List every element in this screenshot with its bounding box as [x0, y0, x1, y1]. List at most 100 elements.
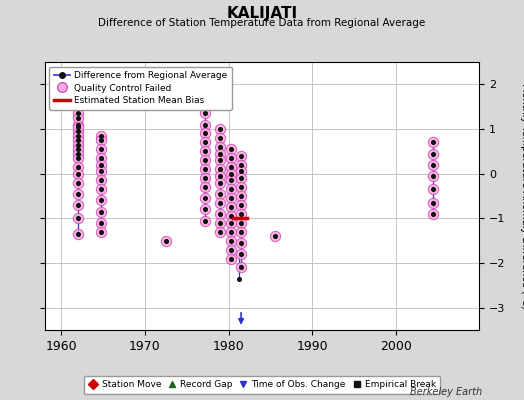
Point	[237, 202, 245, 208]
Point	[161, 238, 170, 244]
Point	[74, 137, 82, 143]
Point	[74, 150, 82, 157]
Point	[201, 217, 209, 224]
Point	[237, 168, 245, 175]
Point	[227, 238, 235, 244]
Point	[161, 238, 170, 244]
Point	[97, 168, 106, 175]
Point	[227, 195, 235, 202]
Point	[227, 186, 235, 192]
Point	[74, 202, 82, 208]
Point	[227, 213, 235, 219]
Point	[74, 142, 82, 148]
Point	[216, 126, 224, 132]
Point	[216, 190, 224, 197]
Point	[201, 166, 209, 172]
Y-axis label: Monthly Temperature Anomaly Difference (°C): Monthly Temperature Anomaly Difference (…	[520, 83, 524, 309]
Point	[429, 150, 438, 157]
Point	[201, 206, 209, 213]
Point	[216, 228, 224, 235]
Point	[201, 121, 209, 128]
Point	[74, 142, 82, 148]
Point	[227, 195, 235, 202]
Point	[227, 204, 235, 210]
Point	[216, 135, 224, 141]
Point	[201, 130, 209, 137]
Point	[74, 110, 82, 116]
Point	[227, 155, 235, 161]
Point	[97, 162, 106, 168]
Point	[201, 175, 209, 181]
Point	[74, 170, 82, 177]
Point	[216, 173, 224, 179]
Point	[74, 132, 82, 139]
Point	[74, 215, 82, 222]
Point	[227, 228, 235, 235]
Point	[227, 246, 235, 253]
Point	[74, 128, 82, 134]
Point	[74, 121, 82, 128]
Point	[429, 186, 438, 192]
Text: KALIJATI: KALIJATI	[226, 6, 298, 21]
Point	[74, 132, 82, 139]
Point	[201, 148, 209, 154]
Point	[74, 164, 82, 170]
Point	[201, 157, 209, 164]
Point	[429, 173, 438, 179]
Point	[237, 184, 245, 190]
Point	[227, 220, 235, 226]
Point	[97, 208, 106, 215]
Point	[237, 202, 245, 208]
Point	[227, 204, 235, 210]
Point	[227, 246, 235, 253]
Point	[97, 146, 106, 152]
Point	[216, 144, 224, 150]
Point	[216, 126, 224, 132]
Point	[97, 186, 106, 192]
Point	[201, 195, 209, 202]
Point	[237, 184, 245, 190]
Point	[429, 139, 438, 146]
Point	[97, 220, 106, 226]
Point	[237, 153, 245, 159]
Point	[237, 220, 245, 226]
Point	[201, 110, 209, 116]
Point	[429, 162, 438, 168]
Point	[97, 132, 106, 139]
Point	[74, 115, 82, 121]
Point	[237, 175, 245, 181]
Point	[216, 220, 224, 226]
Point	[74, 137, 82, 143]
Point	[97, 146, 106, 152]
Legend: Station Move, Record Gap, Time of Obs. Change, Empirical Break: Station Move, Record Gap, Time of Obs. C…	[83, 376, 441, 394]
Point	[216, 166, 224, 172]
Point	[74, 155, 82, 161]
Point	[74, 124, 82, 130]
Point	[216, 179, 224, 186]
Text: Berkeley Earth: Berkeley Earth	[410, 387, 482, 397]
Point	[237, 162, 245, 168]
Point	[216, 157, 224, 164]
Point	[237, 193, 245, 199]
Point	[97, 197, 106, 204]
Point	[97, 137, 106, 143]
Point	[97, 155, 106, 161]
Point	[201, 166, 209, 172]
Point	[237, 175, 245, 181]
Point	[74, 190, 82, 197]
Point	[227, 170, 235, 177]
Point	[97, 186, 106, 192]
Point	[237, 228, 245, 235]
Point	[227, 228, 235, 235]
Point	[237, 153, 245, 159]
Point	[216, 220, 224, 226]
Point	[227, 164, 235, 170]
Point	[227, 186, 235, 192]
Point	[201, 139, 209, 146]
Point	[201, 206, 209, 213]
Point	[97, 228, 106, 235]
Point	[429, 186, 438, 192]
Point	[74, 231, 82, 237]
Point	[201, 184, 209, 190]
Point	[429, 162, 438, 168]
